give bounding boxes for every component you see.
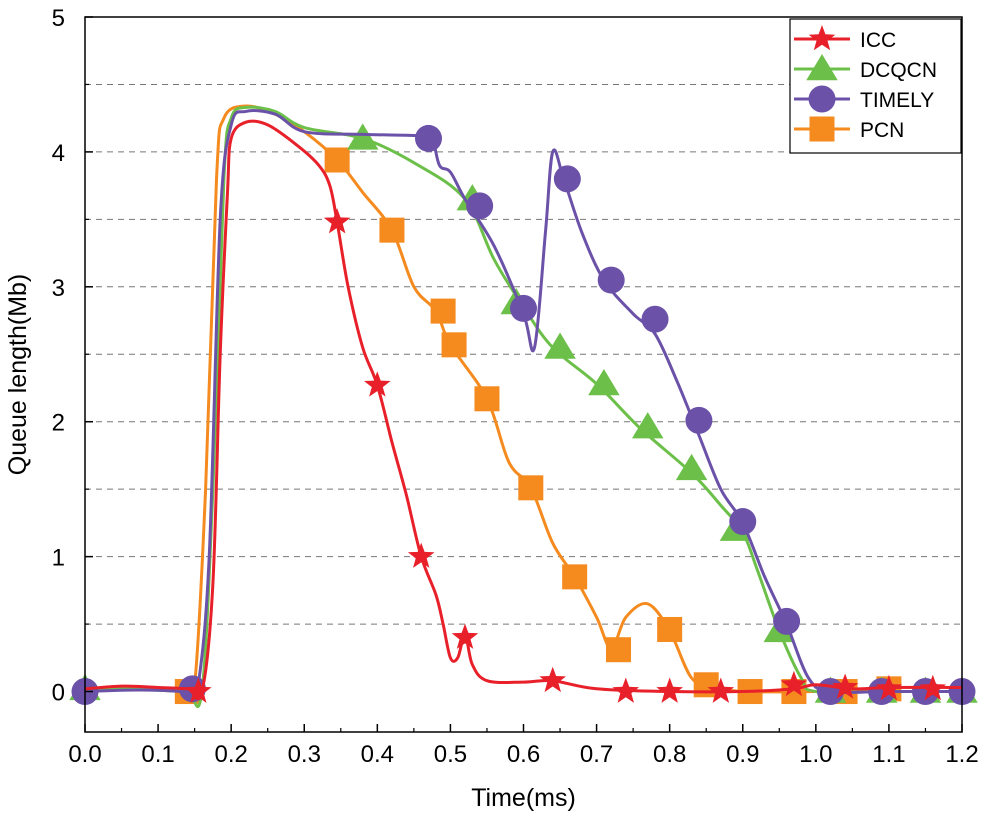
x-axis-title: Time(ms) <box>471 784 576 812</box>
data-point-pcn <box>518 475 544 501</box>
data-point-timely <box>773 607 801 635</box>
data-point-pcn <box>441 332 467 358</box>
legend-label: DCQCN <box>860 59 937 82</box>
y-axis-title: Queue length(Mb) <box>4 274 32 476</box>
data-point-timely <box>414 124 442 152</box>
data-point-icc <box>831 673 859 699</box>
data-point-timely <box>729 508 757 536</box>
legend-marker-dcqcn <box>806 54 838 81</box>
y-tick-label: 0 <box>52 680 65 707</box>
legend-item-icc: ICC <box>794 25 896 52</box>
x-tick-label: 1.2 <box>945 741 978 768</box>
data-point-icc <box>539 666 566 693</box>
data-point-icc <box>919 674 947 701</box>
data-point-pcn <box>693 672 719 698</box>
data-point-timely <box>597 266 625 294</box>
data-point-pcn <box>474 386 500 412</box>
data-point-dcqcn <box>346 123 379 150</box>
legend-item-timely: TIMELY <box>794 85 934 113</box>
x-tick-label: 0.6 <box>507 741 540 768</box>
data-point-icc <box>780 670 808 697</box>
data-point-pcn <box>562 564 588 590</box>
data-point-timely <box>553 165 581 193</box>
data-point-icc <box>707 677 735 703</box>
data-point-pcn <box>379 217 405 243</box>
x-tick-label: 0.5 <box>434 741 467 768</box>
y-tick-label: 4 <box>52 140 65 167</box>
x-tick-label: 0.0 <box>68 741 101 768</box>
y-tick-label: 2 <box>52 410 65 437</box>
x-tick-label: 0.9 <box>726 741 759 768</box>
legend-marker-pcn <box>809 116 835 142</box>
x-tick-label: 1.0 <box>799 741 832 768</box>
series-layer <box>69 104 978 709</box>
data-point-dcqcn <box>544 332 576 359</box>
data-point-icc <box>875 674 903 701</box>
data-point-icc <box>407 542 435 568</box>
data-point-timely <box>466 192 494 220</box>
y-tick-label: 5 <box>52 5 65 32</box>
data-point-icc <box>612 677 640 703</box>
legend-item-dcqcn: DCQCN <box>794 54 937 82</box>
data-point-timely <box>510 294 537 322</box>
y-tick-label: 3 <box>52 275 65 302</box>
x-tick-label: 1.1 <box>872 741 905 768</box>
legend-label: TIMELY <box>860 89 934 112</box>
x-tick-label: 0.3 <box>288 741 321 768</box>
data-point-dcqcn <box>588 368 620 396</box>
legend-marker-timely <box>808 85 836 113</box>
x-tick-label: 0.4 <box>361 741 394 768</box>
series-line-dcqcn <box>84 105 962 709</box>
legend-label: PCN <box>860 119 904 142</box>
data-point-pcn <box>657 616 683 642</box>
data-point-timely <box>641 305 669 333</box>
data-point-pcn <box>430 298 456 324</box>
y-tick-label: 1 <box>52 545 65 572</box>
series-icc <box>84 119 963 703</box>
data-point-dcqcn <box>631 412 664 439</box>
legend: ICC DCQCN TIMELY PCN <box>789 18 962 154</box>
x-tick-label: 0.8 <box>653 741 686 768</box>
data-point-timely <box>685 406 713 434</box>
data-point-icc <box>656 677 683 703</box>
legend-label: ICC <box>860 29 896 52</box>
axis-ticks: 0.0 0.1 0.2 0.3 0.4 0.5 0.6 0.7 0.8 0.9 1.0 1.1 1.2 0… <box>52 5 979 768</box>
data-point-icc <box>364 371 391 397</box>
legend-marker-icc <box>808 25 836 51</box>
x-tick-label: 0.7 <box>580 741 613 768</box>
data-point-icc <box>185 677 212 703</box>
data-point-icc <box>323 208 351 234</box>
data-point-pcn <box>324 147 350 173</box>
legend-item-pcn: PCN <box>794 116 904 142</box>
series-line-icc <box>84 119 963 701</box>
data-point-pcn <box>606 637 632 663</box>
x-tick-label: 0.1 <box>141 741 174 768</box>
data-point-dcqcn <box>675 453 708 481</box>
x-tick-label: 0.2 <box>214 741 247 768</box>
data-point-icc <box>451 623 479 649</box>
